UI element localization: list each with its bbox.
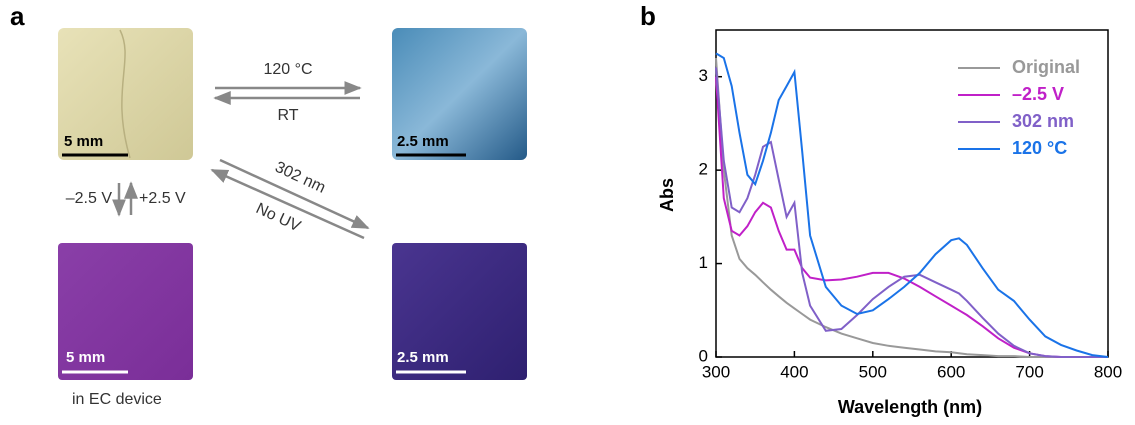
photo-ec [58, 243, 193, 380]
arrow-label: No UV [253, 200, 303, 235]
y-tick-label: 1 [699, 253, 708, 272]
x-tick-label: 400 [780, 362, 808, 381]
plot-frame [715, 29, 1109, 358]
chart: b Wavelength (nm) Abs 300 400 500 600 700 800… [640, 1, 1122, 417]
arrow-label: RT [277, 107, 298, 124]
legend-label: –2.5 V [1012, 84, 1064, 104]
x-tick-label: 300 [702, 362, 730, 381]
scale-label: 5 mm [64, 133, 103, 150]
x-tick-label: 800 [1094, 362, 1122, 381]
series-line [715, 57, 1108, 358]
legend-label: 302 nm [1012, 111, 1074, 131]
y-tick-label: 3 [699, 66, 708, 85]
arrow-label: +2.5 V [139, 190, 186, 207]
caption: in EC device [72, 391, 162, 408]
panel-label: b [640, 1, 656, 31]
arrow-label: 120 °C [263, 61, 312, 78]
series-line [715, 52, 1109, 358]
x-tick-label: 500 [859, 362, 887, 381]
y-axis-label: Abs [657, 178, 677, 212]
y-tick-label: 0 [699, 346, 708, 365]
x-tick-label: 700 [1015, 362, 1043, 381]
arrow [210, 168, 365, 240]
photo-original [58, 28, 193, 160]
arrow-label: –2.5 V [66, 190, 113, 207]
scale-label: 5 mm [66, 349, 105, 366]
x-tick-label: 600 [937, 362, 965, 381]
photo-uv [392, 243, 527, 380]
crack [119, 29, 131, 159]
legend-label: 120 °C [1012, 138, 1067, 158]
photo-heated [392, 28, 527, 160]
legend-label: Original [1012, 57, 1080, 77]
panel-label: a [10, 1, 25, 31]
scale-label: 2.5 mm [397, 349, 449, 366]
x-axis-label: Wavelength (nm) [838, 397, 982, 417]
series-line [715, 67, 1108, 358]
arrow [219, 158, 370, 230]
y-tick-label: 2 [699, 160, 708, 179]
scale-label: 2.5 mm [397, 133, 449, 150]
arrow-label: 302 nm [272, 159, 328, 197]
